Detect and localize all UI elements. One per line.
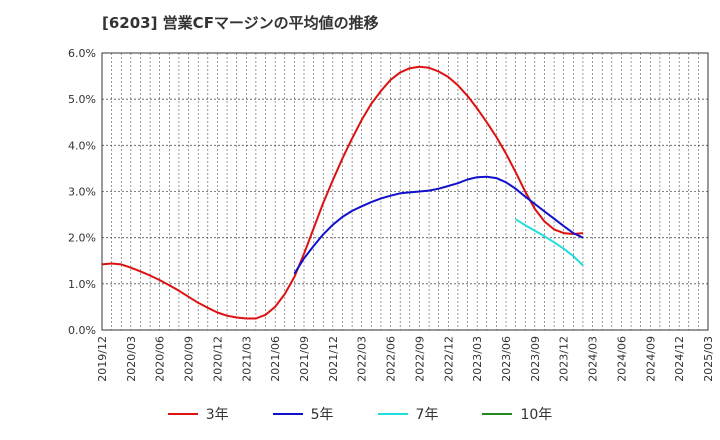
x-tick-label: 2020/12 [211,336,224,382]
y-tick-label: 2.0% [68,232,96,245]
plot-frame [101,52,709,331]
legend-item: 5年 [272,404,334,424]
x-axis-ticks: 2019/12 2020/03 2020/06 2020/09 2020/12 2021/… [96,336,715,382]
x-tick-label: 2022/06 [385,336,398,382]
chart-title: [6203] 営業CFマージンの平均値の推移 [102,14,379,32]
legend-item: 10年 [482,404,552,424]
series-line-7年 [515,218,584,267]
x-tick-label: 2020/03 [125,336,138,382]
y-tick-label: 3.0% [68,186,96,199]
legend-swatch [377,413,408,415]
series-line-5年 [293,175,584,275]
chart-legend: 3年 5年 7年 10年 [0,404,720,424]
legend-label: 10年 [520,407,553,423]
series-lines [101,65,584,320]
legend-swatch [272,413,303,415]
chart-grid [102,53,708,330]
y-axis-ticks: 0.0% 1.0% 2.0% 3.0% 4.0% 5.0% 6.0% [68,47,96,337]
legend-label: 3年 [205,407,229,423]
x-tick-label: 2024/03 [587,336,600,382]
x-tick-label: 2021/09 [298,336,311,382]
x-tick-label: 2025/03 [702,336,715,382]
x-tick-label: 2021/12 [327,336,340,382]
x-tick-label: 2020/06 [154,336,167,382]
y-tick-label: 6.0% [68,47,96,60]
x-tick-label: 2023/06 [500,336,513,382]
x-tick-label: 2024/12 [673,336,686,382]
x-tick-label: 2024/06 [615,336,628,382]
line-chart: 0.0% 1.0% 2.0% 3.0% 4.0% 5.0% 6.0% 2019/12 2020… [68,47,715,382]
x-tick-label: 2019/12 [96,336,109,382]
x-tick-label: 2023/03 [471,336,484,382]
legend-label: 7年 [415,407,439,423]
series-line-3年 [101,65,584,320]
x-tick-label: 2022/12 [442,336,455,382]
y-tick-label: 0.0% [68,324,96,337]
x-tick-label: 2023/12 [558,336,571,382]
y-tick-label: 5.0% [68,93,96,106]
y-tick-label: 4.0% [68,139,96,152]
x-tick-label: 2022/03 [356,336,369,382]
legend-item: 3年 [167,404,229,424]
y-tick-label: 1.0% [68,278,96,291]
x-tick-label: 2022/09 [413,336,426,382]
x-tick-label: 2024/09 [644,336,657,382]
legend-swatch [482,413,513,415]
legend-swatch [167,413,198,415]
x-tick-label: 2020/09 [183,336,196,382]
x-tick-label: 2021/06 [269,336,282,382]
legend-item: 7年 [377,404,439,424]
x-tick-label: 2023/09 [529,336,542,382]
x-tick-label: 2021/03 [240,336,253,382]
legend-label: 5年 [310,407,334,423]
